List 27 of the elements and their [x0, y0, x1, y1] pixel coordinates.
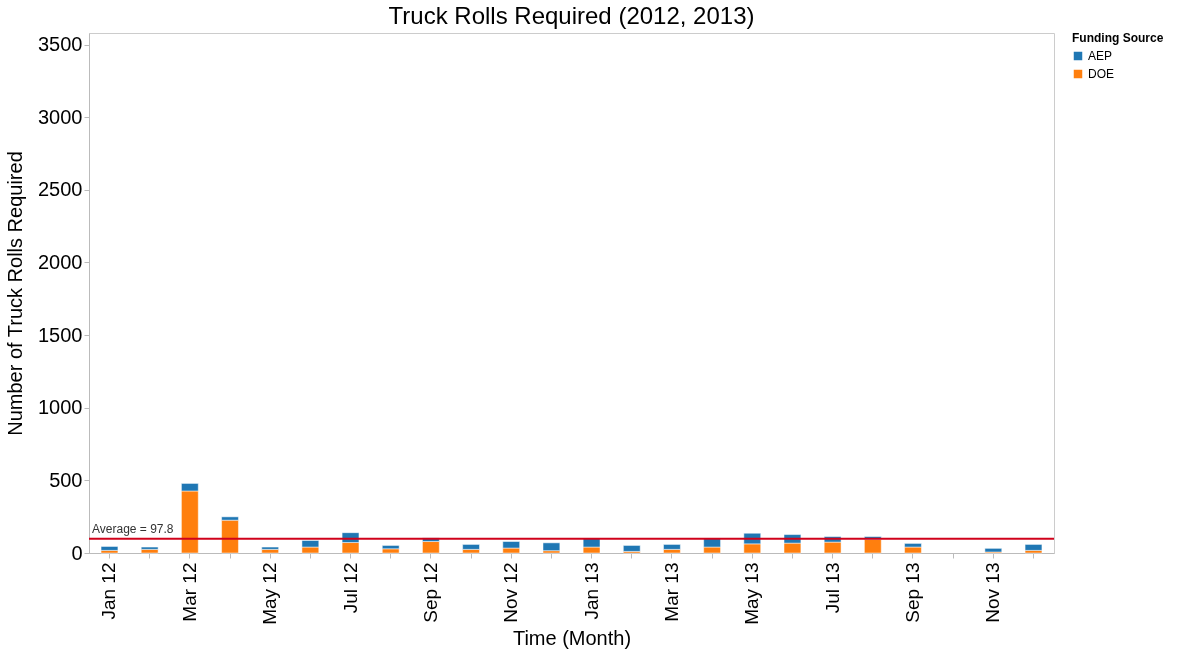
- legend-title: Funding Source: [1072, 31, 1164, 45]
- y-tick-label: 0: [71, 541, 83, 564]
- x-tick-label: Jul 12: [339, 562, 361, 614]
- x-tick-label: May 13: [741, 562, 763, 625]
- y-tick-label: 500: [49, 468, 83, 491]
- x-tick-label: Nov 13: [982, 562, 1004, 623]
- y-tick-label: 3000: [38, 105, 83, 128]
- y-tick-label: 1000: [38, 396, 83, 419]
- chart-title: Truck Rolls Required (2012, 2013): [388, 2, 755, 29]
- y-tick-label: 3500: [38, 33, 83, 56]
- x-tick-label: Sep 12: [419, 562, 441, 623]
- ref-line-label: Average = 97.8: [92, 521, 174, 536]
- legend-label: DOE: [1088, 67, 1115, 81]
- x-axis-title: Time (Month): [512, 626, 632, 649]
- y-axis-title: Number of Truck Rolls Required: [4, 151, 27, 436]
- legend-label: AEP: [1088, 49, 1113, 63]
- x-tick-label: Mar 12: [178, 562, 200, 622]
- x-tick-label: Jan 12: [98, 562, 120, 620]
- y-tick-label: 1500: [38, 323, 83, 346]
- x-tick-label: Mar 13: [660, 562, 682, 622]
- x-tick-label: Nov 12: [500, 562, 522, 623]
- y-tick-label: 2500: [38, 178, 83, 201]
- y-tick-label: 2000: [38, 251, 83, 273]
- x-tick-label: May 12: [259, 562, 281, 625]
- x-tick-label: Jan 13: [580, 562, 602, 620]
- x-tick-label: Sep 13: [901, 562, 923, 623]
- x-tick-label: Jul 13: [821, 562, 843, 614]
